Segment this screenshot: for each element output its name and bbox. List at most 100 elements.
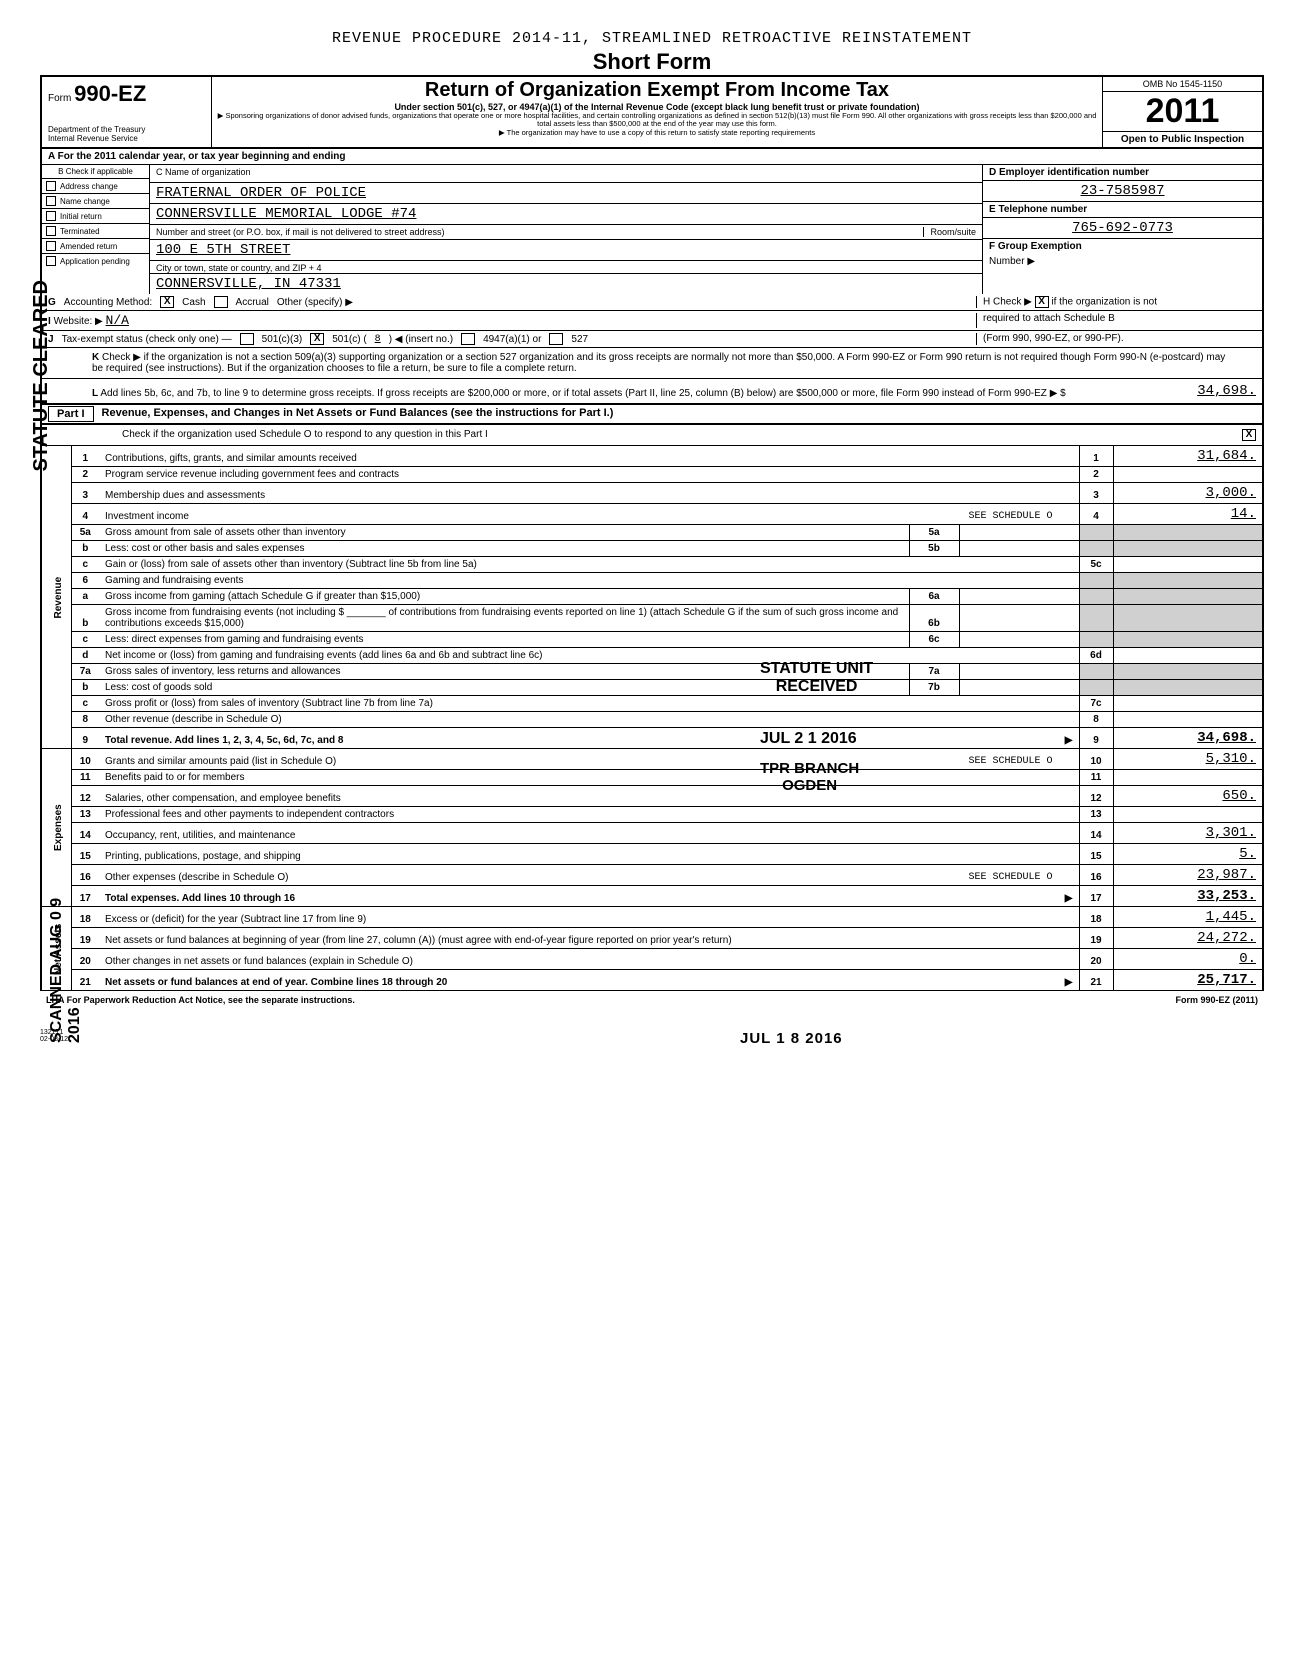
check-501c3[interactable] bbox=[240, 333, 254, 345]
check-initial-return[interactable]: Initial return bbox=[42, 209, 149, 224]
line-amt-shade bbox=[1113, 664, 1263, 680]
line-rnum: 8 bbox=[1079, 712, 1113, 728]
check-501c[interactable]: X bbox=[310, 333, 324, 345]
line-l-amount: 34,698. bbox=[1197, 383, 1256, 399]
line-desc: Less: cost of goods sold bbox=[99, 680, 909, 696]
line-rnum: 2 bbox=[1079, 467, 1113, 483]
line-desc: Gross amount from sale of assets other t… bbox=[99, 525, 909, 541]
short-form-title: Short Form bbox=[40, 49, 1264, 75]
line-desc: Gross sales of inventory, less returns a… bbox=[99, 664, 909, 680]
line-rnum-shade bbox=[1079, 680, 1113, 696]
org-city: CONNERSVILLE, IN 47331 bbox=[156, 276, 341, 292]
line-desc: Net assets or fund balances at end of ye… bbox=[99, 970, 1079, 991]
line-number: c bbox=[71, 696, 99, 712]
line-desc: Printing, publications, postage, and shi… bbox=[99, 844, 1079, 865]
org-address: 100 E 5TH STREET bbox=[156, 242, 290, 258]
line-rnum: 9 bbox=[1079, 728, 1113, 749]
line-desc: Contributions, gifts, grants, and simila… bbox=[99, 446, 1079, 467]
revenue-procedure-header: REVENUE PROCEDURE 2014-11, STREAMLINED R… bbox=[40, 30, 1264, 47]
open-inspection: Open to Public Inspection bbox=[1103, 132, 1262, 147]
line-amount: 31,684. bbox=[1113, 446, 1263, 467]
line-rnum-shade bbox=[1079, 525, 1113, 541]
addr-label: Number and street (or P.O. box, if mail … bbox=[156, 227, 444, 237]
line-number: 11 bbox=[71, 770, 99, 786]
line-mid-val bbox=[959, 632, 1079, 648]
check-schedule-o[interactable]: X bbox=[1242, 429, 1256, 441]
line-desc: Gross profit or (loss) from sales of inv… bbox=[99, 696, 1079, 712]
check-accrual[interactable] bbox=[214, 296, 228, 308]
line-number: c bbox=[71, 557, 99, 573]
line-number: a bbox=[71, 589, 99, 605]
check-name-change[interactable]: Name change bbox=[42, 194, 149, 209]
check-application-pending[interactable]: Application pending bbox=[42, 254, 149, 268]
line-number: 4 bbox=[71, 504, 99, 525]
line-mid-num: 6b bbox=[909, 605, 959, 632]
room-suite-label: Room/suite bbox=[923, 227, 976, 237]
line-amount bbox=[1113, 557, 1263, 573]
line-amt-shade bbox=[1113, 525, 1263, 541]
check-4947[interactable] bbox=[461, 333, 475, 345]
line-amount bbox=[1113, 467, 1263, 483]
line-number: 2 bbox=[71, 467, 99, 483]
line-desc: Investment income SEE SCHEDULE O bbox=[99, 504, 1079, 525]
line-rnum: 1 bbox=[1079, 446, 1113, 467]
line-mid-num: 7b bbox=[909, 680, 959, 696]
line-number: 9 bbox=[71, 728, 99, 749]
line-rnum: 6d bbox=[1079, 648, 1113, 664]
line-rnum-shade bbox=[1079, 605, 1113, 632]
check-address-change[interactable]: Address change bbox=[42, 179, 149, 194]
line-desc: Occupancy, rent, utilities, and maintena… bbox=[99, 823, 1079, 844]
line-amount: 23,987. bbox=[1113, 865, 1263, 886]
netassets-side-label: Net Assets bbox=[41, 907, 71, 991]
line-mid-num: 7a bbox=[909, 664, 959, 680]
line-amount bbox=[1113, 648, 1263, 664]
line-desc: Net assets or fund balances at beginning… bbox=[99, 928, 1079, 949]
line-amt-shade bbox=[1113, 573, 1263, 589]
line-number: 3 bbox=[71, 483, 99, 504]
line-number: 15 bbox=[71, 844, 99, 865]
line-rnum: 13 bbox=[1079, 807, 1113, 823]
check-cash[interactable]: X bbox=[160, 296, 174, 308]
line-amount: 0. bbox=[1113, 949, 1263, 970]
line-l: L Add lines 5b, 6c, and 7b, to line 9 to… bbox=[40, 379, 1264, 404]
check-527[interactable] bbox=[549, 333, 563, 345]
check-amended-return[interactable]: Amended return bbox=[42, 239, 149, 254]
revenue-side-label: Revenue bbox=[41, 446, 71, 749]
line-number: 13 bbox=[71, 807, 99, 823]
line-desc: Gain or (loss) from sale of assets other… bbox=[99, 557, 1079, 573]
line-desc: Gross income from gaming (attach Schedul… bbox=[99, 589, 909, 605]
line-mid-val bbox=[959, 664, 1079, 680]
part-1-header: Part I Revenue, Expenses, and Changes in… bbox=[40, 404, 1264, 425]
line-amount: 5,310. bbox=[1113, 749, 1263, 770]
line-amount bbox=[1113, 770, 1263, 786]
dept-treasury: Department of the Treasury bbox=[48, 125, 205, 134]
header-note-1: ▶ Sponsoring organizations of donor advi… bbox=[216, 112, 1098, 129]
accounting-row: G Accounting Method: X Cash Accrual Othe… bbox=[40, 294, 1264, 311]
line-number: 10 bbox=[71, 749, 99, 770]
line-amount: 24,272. bbox=[1113, 928, 1263, 949]
line-rnum: 15 bbox=[1079, 844, 1113, 865]
line-number: d bbox=[71, 648, 99, 664]
line-desc: Gaming and fundraising events bbox=[99, 573, 1079, 589]
phone-value: 765-692-0773 bbox=[983, 218, 1262, 239]
return-title: Return of Organization Exempt From Incom… bbox=[216, 79, 1098, 102]
line-rnum: 19 bbox=[1079, 928, 1113, 949]
line-rnum: 3 bbox=[1079, 483, 1113, 504]
line-rnum: 18 bbox=[1079, 907, 1113, 928]
line-amount: 3,301. bbox=[1113, 823, 1263, 844]
check-terminated[interactable]: Terminated bbox=[42, 224, 149, 239]
d-label: D Employer identification number bbox=[989, 167, 1149, 178]
line-mid-num: 5a bbox=[909, 525, 959, 541]
line-desc: Net income or (loss) from gaming and fun… bbox=[99, 648, 1079, 664]
line-amount: 3,000. bbox=[1113, 483, 1263, 504]
check-h[interactable]: X bbox=[1035, 296, 1049, 308]
line-number: 14 bbox=[71, 823, 99, 844]
line-desc: Other changes in net assets or fund bala… bbox=[99, 949, 1079, 970]
org-name-1: FRATERNAL ORDER OF POLICE bbox=[156, 185, 366, 201]
irs-label: Internal Revenue Service bbox=[48, 134, 205, 143]
line-rnum: 17 bbox=[1079, 886, 1113, 907]
part-1-table: Revenue 1Contributions, gifts, grants, an… bbox=[40, 446, 1264, 991]
line-rnum: 4 bbox=[1079, 504, 1113, 525]
line-amount bbox=[1113, 712, 1263, 728]
tax-year-period: A For the 2011 calendar year, or tax yea… bbox=[40, 149, 1264, 165]
